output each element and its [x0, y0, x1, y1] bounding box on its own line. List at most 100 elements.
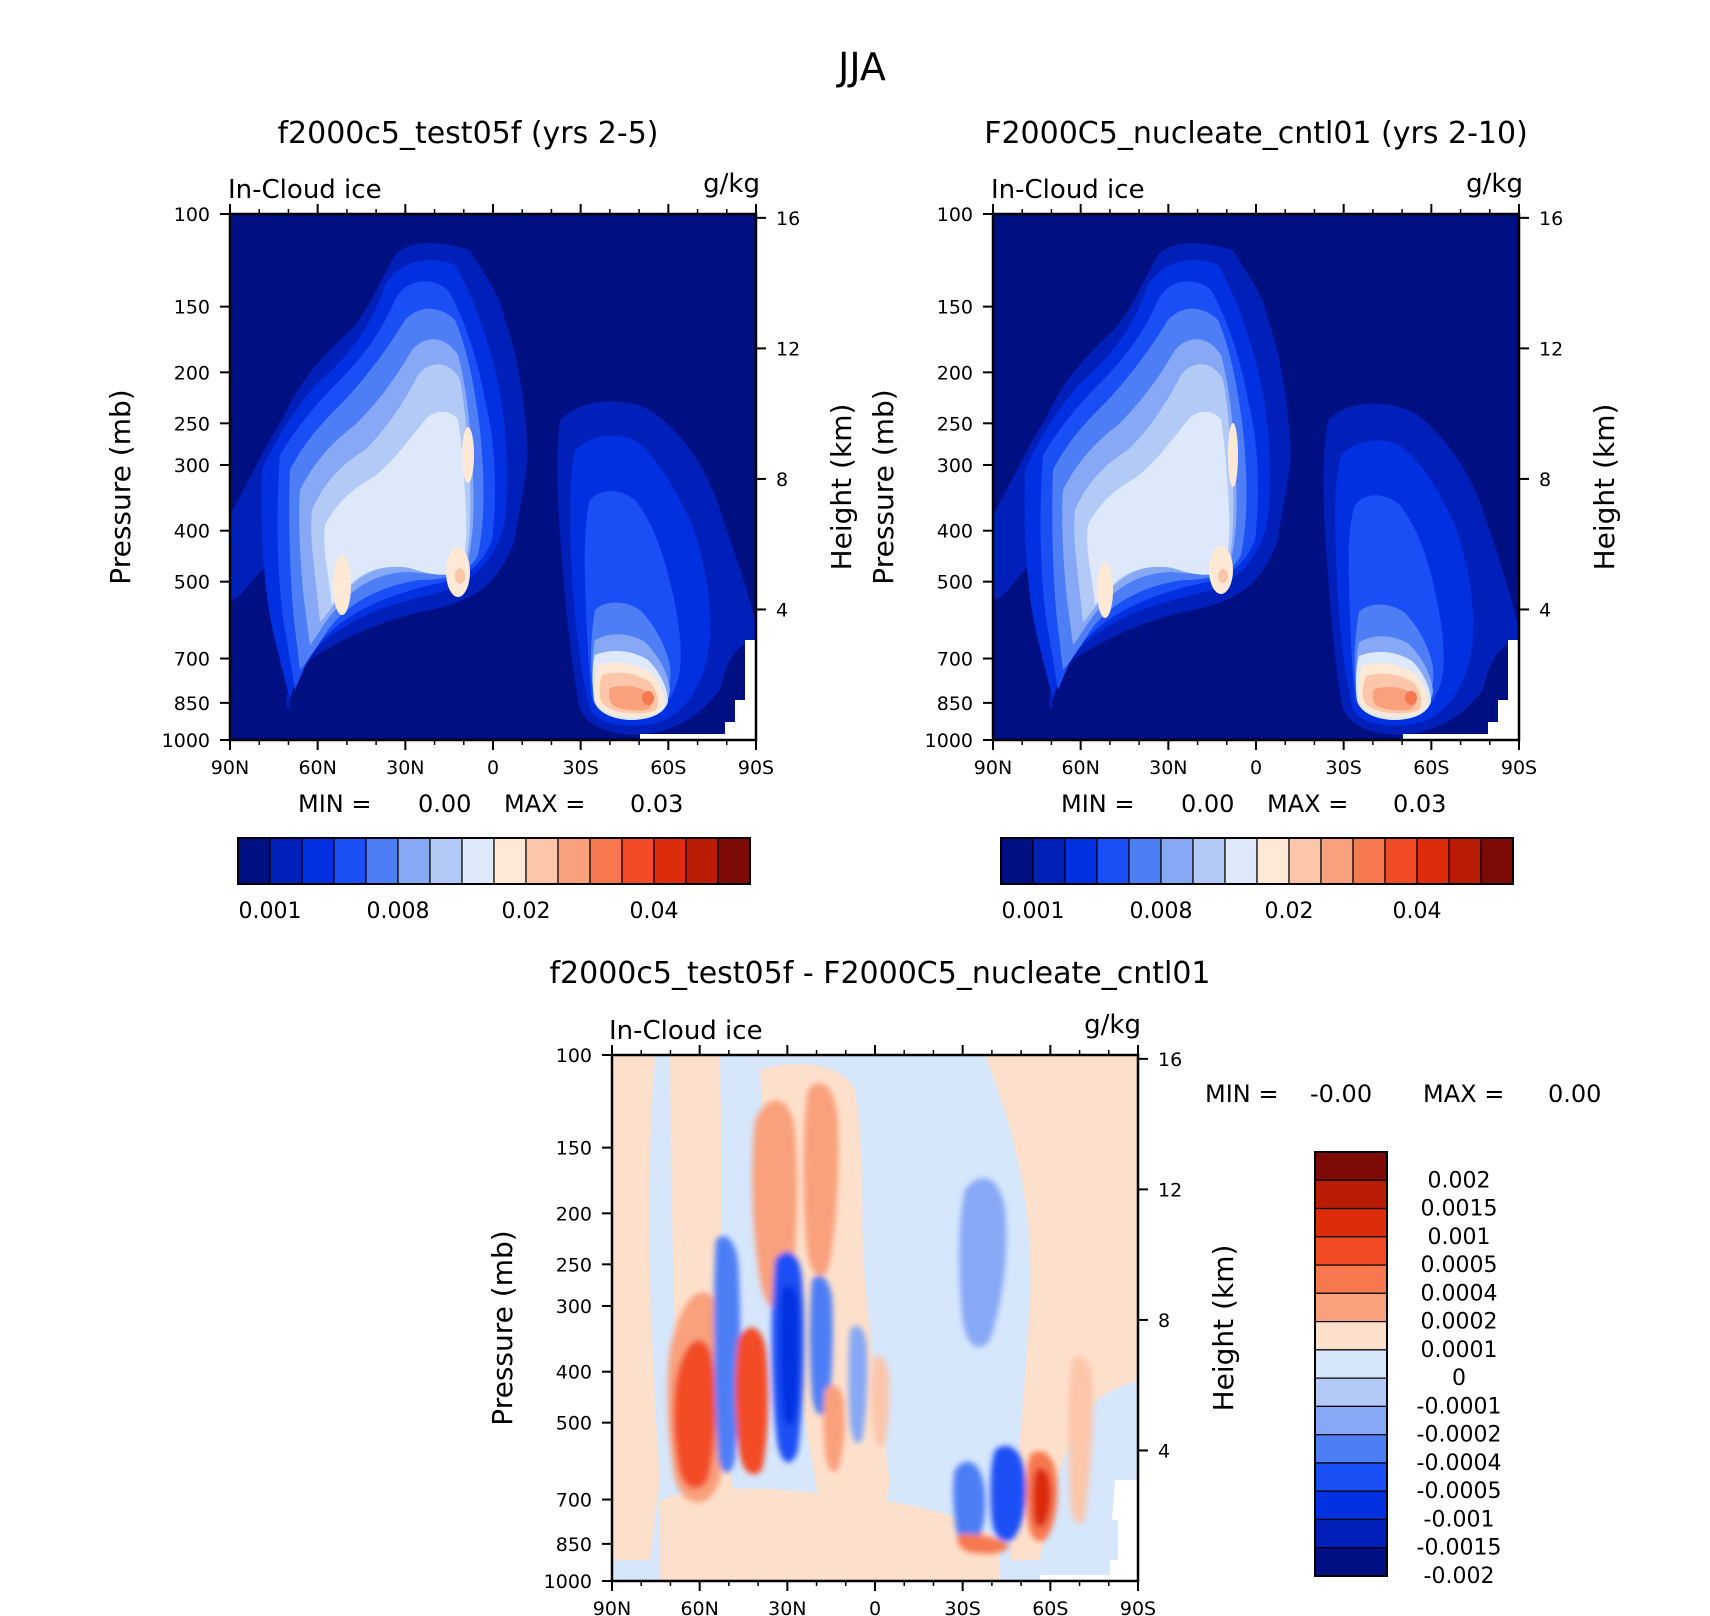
colorbar-label: 0.008	[367, 899, 430, 924]
p3-anom-positive-4	[871, 1355, 890, 1447]
y-tick-label: 100	[174, 204, 210, 226]
panel-1-min-value: 0.00	[418, 790, 471, 818]
p1-level-7	[324, 411, 467, 605]
p3-anom-sh-negative-lower	[953, 1461, 986, 1547]
p1-sh-max	[642, 691, 654, 705]
y-tick-label: 850	[556, 1534, 592, 1556]
p1-max-nh-midlat	[333, 555, 351, 615]
x-tick-label: 0	[869, 1598, 881, 1616]
x-tick-label: 90S	[1120, 1598, 1156, 1616]
colorbar-swatch	[269, 837, 303, 885]
panel-2-variable-label: In-Cloud ice	[991, 175, 1145, 205]
y-tick-label: 850	[937, 693, 973, 715]
colorbar-swatch	[525, 837, 559, 885]
panel-2-title: F2000C5_nucleate_cntl01 (yrs 2-10)	[984, 116, 1528, 151]
p3-anom-nh-positive-core	[673, 1340, 716, 1489]
p3-anom-positive-3	[823, 1385, 845, 1472]
panel-3-plot-area	[612, 1055, 1138, 1581]
p1-max-nh-tropic-upper	[462, 427, 474, 483]
colorbar-swatch	[1314, 1264, 1388, 1294]
colorbar-swatch	[1314, 1349, 1388, 1379]
x-tick-label: 60S	[650, 757, 686, 779]
colorbar-swatch	[1314, 1462, 1388, 1492]
y2-tick-label: 8	[1158, 1310, 1170, 1332]
y-tick-label: 150	[174, 297, 210, 319]
y-tick-label: 500	[174, 572, 210, 594]
colorbar-swatch	[1314, 1518, 1388, 1549]
colorbar-label: 0.001	[239, 899, 302, 924]
y2-axis-label: Height (km)	[1207, 1245, 1240, 1412]
colorbar-label: 0.04	[630, 899, 679, 924]
p3-positive-lowlevel-band	[660, 1488, 1000, 1581]
y2-tick-label: 8	[1539, 469, 1551, 491]
p2-level-7	[1087, 411, 1230, 605]
p3-positive-sh-band	[985, 1055, 1138, 1560]
y-tick-label: 700	[174, 649, 210, 671]
colorbar-label: 0.001	[1428, 1225, 1491, 1250]
colorbar-label: 0.0004	[1421, 1281, 1498, 1306]
y-tick-label: 1000	[544, 1571, 592, 1593]
y2-axis-label: Height (km)	[825, 404, 858, 571]
colorbar-swatch	[397, 837, 431, 885]
panel-2-max-label: MAX =	[1267, 790, 1348, 818]
y-tick-label: 300	[937, 455, 973, 477]
y-tick-label: 500	[556, 1413, 592, 1435]
y-tick-label: 300	[174, 455, 210, 477]
colorbar-label: 0	[1452, 1366, 1466, 1391]
x-tick-label: 30S	[563, 757, 599, 779]
y-tick-label: 100	[556, 1045, 592, 1067]
panel-3: f2000c5_test05f - F2000C5_nucleate_cntl0…	[486, 956, 1601, 1616]
panel-3-contours	[612, 1055, 1138, 1581]
colorbar-swatch	[1314, 1320, 1388, 1351]
y2-tick-label: 12	[1539, 338, 1563, 360]
colorbar-label: -0.0005	[1417, 1479, 1502, 1504]
x-tick-label: 30S	[945, 1598, 981, 1616]
y-tick-label: 700	[556, 1490, 592, 1512]
colorbar-swatch	[301, 837, 335, 885]
y-tick-label: 400	[556, 1362, 592, 1384]
colorbar-label: 0.001	[1002, 899, 1065, 924]
colorbar-swatch	[1314, 1490, 1388, 1521]
p3-positive-high-lat-band	[612, 1055, 660, 1560]
colorbar-swatch	[1314, 1151, 1388, 1181]
colorbar-swatch	[461, 837, 495, 885]
panel-3-units-label: g/kg	[1084, 1010, 1141, 1040]
x-tick-label: 0	[487, 757, 499, 779]
y2-tick-label: 16	[1158, 1049, 1182, 1071]
panel-2-axes: 90N 60N 30N 0 30S 60S 90S 100 150 200 250 300 400 500…	[867, 204, 1621, 779]
panel-3-variable-label: In-Cloud ice	[609, 1016, 763, 1046]
colorbar-label: 0.02	[502, 899, 551, 924]
panel-2-min-value: 0.00	[1181, 790, 1234, 818]
panel-2-min-label: MIN =	[1061, 790, 1134, 818]
colorbar-label: 0.02	[1265, 899, 1314, 924]
colorbar-swatch	[685, 837, 719, 885]
y-tick-label: 250	[556, 1254, 592, 1276]
colorbar-swatch	[365, 837, 399, 885]
colorbar-swatch	[1096, 837, 1130, 885]
y-tick-label: 850	[174, 693, 210, 715]
panel-2-contours	[993, 243, 1519, 740]
panel-3-min-value: -0.00	[1310, 1080, 1372, 1108]
p3-anom-sh-positive-right	[1068, 1356, 1094, 1524]
panel-1-variable-label: In-Cloud ice	[228, 175, 382, 205]
colorbar-label: 0.0015	[1421, 1197, 1498, 1222]
panel-1-colorbar: 0.001 0.008 0.02 0.04	[237, 837, 751, 924]
p2-max-nh-tropic-upper	[1228, 423, 1238, 487]
panel-1-max-label: MAX =	[504, 790, 585, 818]
colorbar-label: -0.0001	[1417, 1394, 1502, 1419]
x-tick-label: 30N	[768, 1598, 806, 1616]
x-tick-label: 60S	[1413, 757, 1449, 779]
y-tick-label: 150	[556, 1138, 592, 1160]
colorbar-swatch	[1384, 837, 1418, 885]
panel-1-min-label: MIN =	[298, 790, 371, 818]
p3-anom-nh-negative	[713, 1236, 741, 1473]
colorbar-frame	[1000, 837, 1514, 885]
x-tick-label: 90N	[211, 757, 249, 779]
p1-missing-data	[640, 640, 756, 740]
p3-anom-sh-negative-upper	[959, 1178, 1007, 1347]
colorbar-swatch	[1256, 837, 1290, 885]
y-axis-label: Pressure (mb)	[486, 1230, 519, 1425]
colorbar-swatch	[589, 837, 623, 885]
x-tick-label: 90N	[593, 1598, 631, 1616]
